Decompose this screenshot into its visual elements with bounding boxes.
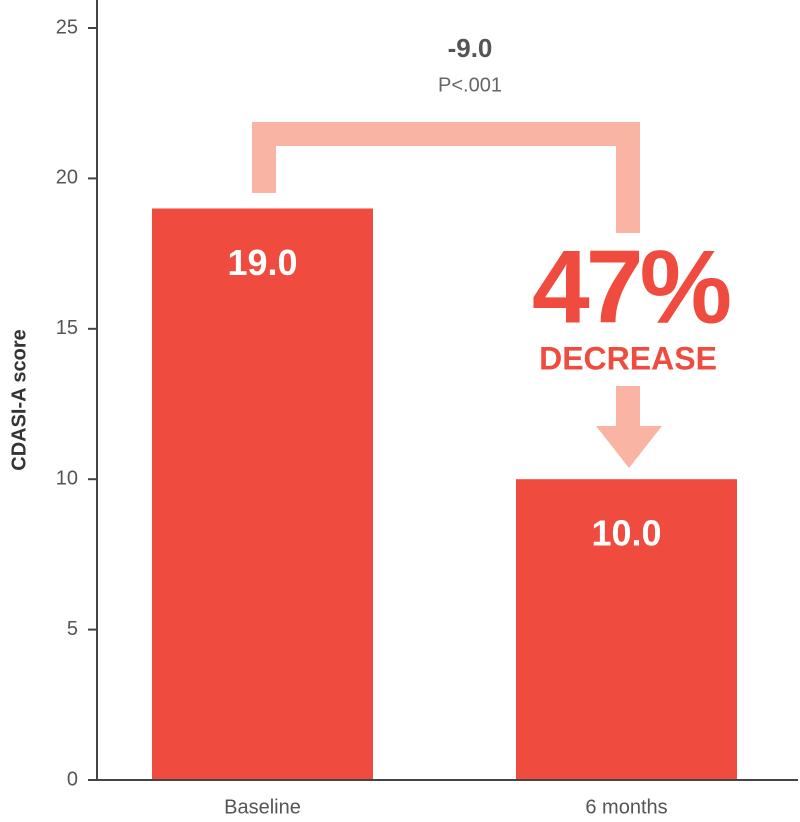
arrow-stem — [616, 386, 640, 428]
y-tick-label: 5 — [67, 618, 78, 640]
difference-label: -9.0 — [448, 33, 493, 63]
p-value-label: P<.001 — [438, 74, 502, 96]
change-bracket — [252, 122, 662, 468]
bracket-right — [616, 122, 640, 233]
y-tick-label: 15 — [56, 317, 78, 339]
y-tick-label: 25 — [56, 16, 78, 38]
value-label: 10.0 — [591, 513, 661, 554]
x-tick-label: Baseline — [224, 796, 301, 818]
y-tick-label: 10 — [56, 467, 78, 489]
arrow-head — [596, 426, 662, 468]
y-tick-label: 0 — [67, 768, 78, 790]
bar — [152, 208, 373, 781]
bracket-top — [252, 122, 640, 146]
percent-caption: DECREASE — [539, 340, 717, 376]
y-axis-title: CDASI-A score — [8, 329, 30, 471]
bar — [516, 479, 737, 780]
value-label: 19.0 — [227, 242, 297, 283]
x-tick-label: 6 months — [585, 796, 667, 818]
y-tick-label: 20 — [56, 167, 78, 189]
percent-label: 47% — [532, 229, 730, 345]
